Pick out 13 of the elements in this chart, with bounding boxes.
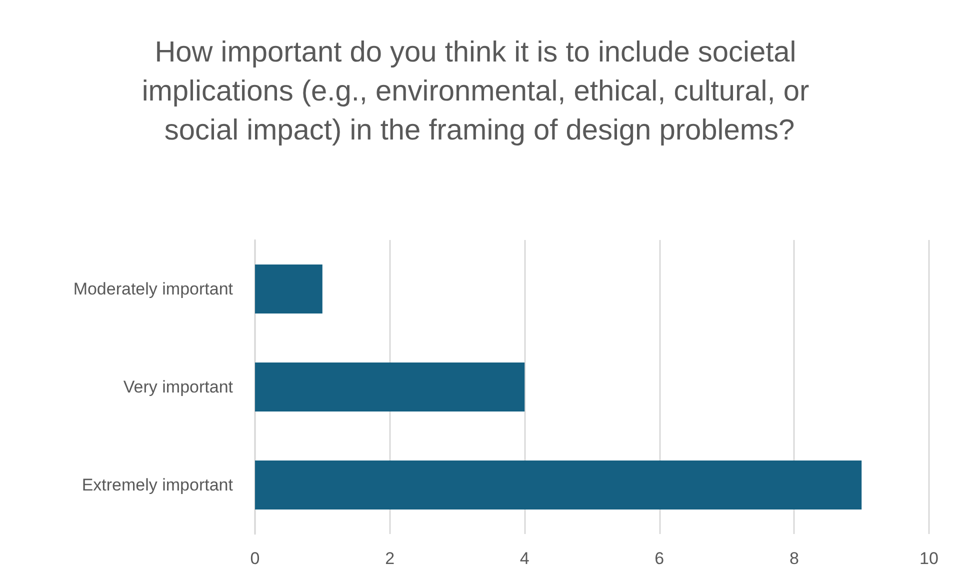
x-tick-label: 4 (520, 549, 530, 568)
x-tick-label: 2 (385, 549, 395, 568)
x-tick-label: 0 (250, 549, 260, 568)
x-tick-label: 6 (654, 549, 664, 568)
y-tick-label: Very important (123, 378, 234, 396)
chart-title: How important do you think it is to include societal implications (e.g., environmental, ethical, cultural, or social impact) in the framing of design problems? (142, 36, 818, 146)
bar (255, 460, 862, 510)
x-tick-label: 8 (789, 549, 799, 568)
x-tick-label: 10 (920, 549, 938, 568)
bar (255, 362, 525, 412)
bar (255, 264, 322, 314)
y-tick-label: Extremely important (82, 476, 234, 494)
y-tick-label: Moderately important (73, 280, 234, 298)
